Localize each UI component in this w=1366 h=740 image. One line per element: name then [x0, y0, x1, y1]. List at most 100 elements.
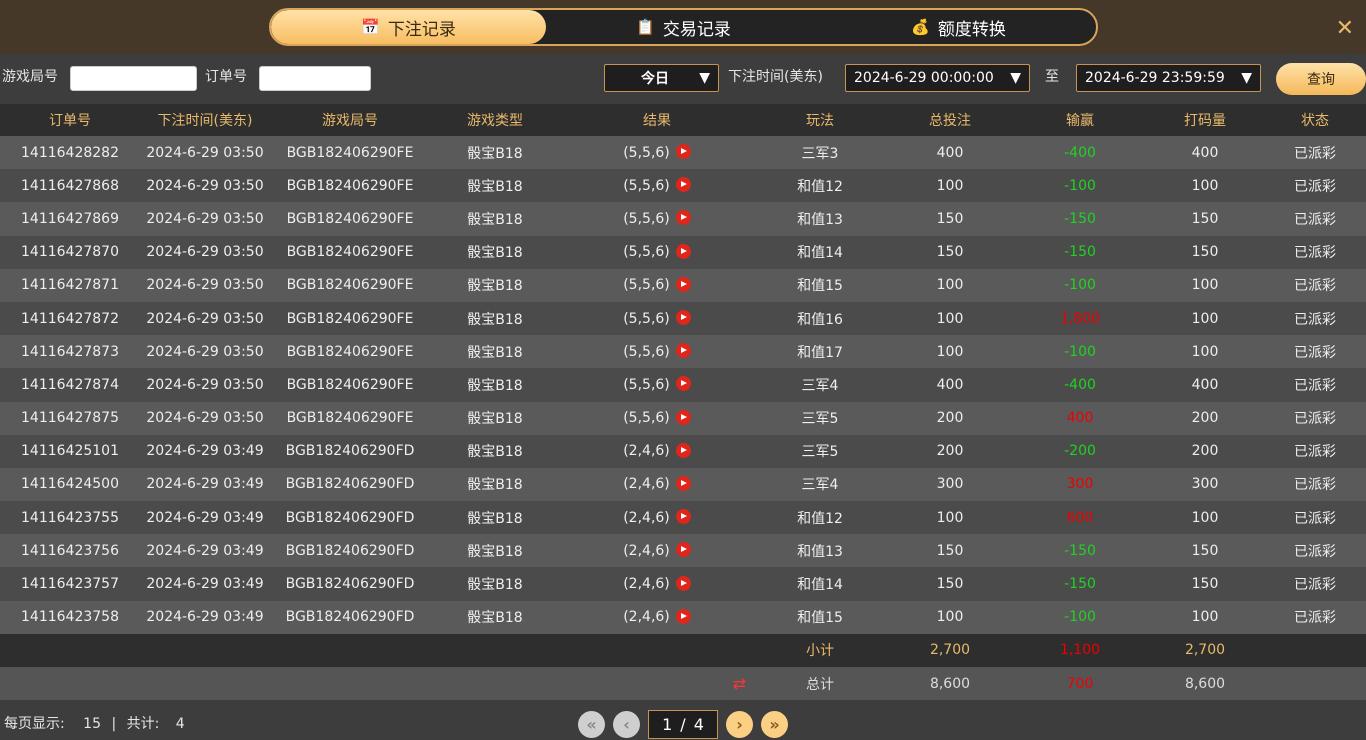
cell-text: 14116424500 [21, 476, 119, 493]
cell-2: BGB182406290FE [270, 169, 430, 203]
cell-text: 100 [1191, 177, 1219, 194]
cell-8: 200 [1146, 401, 1264, 435]
table-row[interactable]: 14116424500 2024-6-29 03:49 BGB182406290FD… [0, 467, 1366, 502]
play-replay-icon[interactable] [675, 177, 691, 193]
cell-text: 100 [936, 277, 964, 294]
next-page-button[interactable]: › [726, 711, 753, 738]
table-row[interactable]: 14116423758 2024-6-29 03:49 BGB182406290FD… [0, 600, 1366, 634]
cell-3: 骰宝B18 [430, 567, 560, 601]
cell-2: BGB182406290FD [270, 600, 430, 634]
play-replay-icon[interactable] [675, 409, 691, 425]
cell-text: 已派彩 [1294, 211, 1336, 228]
column-header: 游戏局号 [270, 104, 430, 136]
cell-5: 和值14 [754, 235, 886, 269]
cell-text: 已派彩 [1294, 444, 1336, 461]
play-replay-icon[interactable] [675, 442, 691, 458]
cell-text: 已派彩 [1294, 610, 1336, 627]
clipboard-icon: 📋 [636, 18, 655, 36]
start-time-select[interactable]: 2024-6-29 00:00:00 ▼ [845, 64, 1030, 92]
cell-9: 已派彩 [1264, 567, 1366, 601]
play-replay-icon[interactable] [675, 276, 691, 292]
play-replay-icon[interactable] [675, 575, 691, 591]
table-row[interactable]: 14116427870 2024-6-29 03:50 BGB182406290FE… [0, 235, 1366, 269]
column-header: 状态 [1264, 104, 1366, 136]
cell-3: 骰宝B18 [430, 235, 560, 269]
play-replay-icon[interactable] [675, 542, 691, 558]
cell-2: BGB182406290FE [270, 368, 430, 402]
cell-text: 三军5 [801, 411, 839, 428]
last-page-button[interactable]: » [761, 711, 788, 738]
cell-text: 100 [936, 609, 964, 626]
cell-text: 14116423755 [21, 509, 119, 526]
tab-2[interactable]: 💰 额度转换 [821, 10, 1096, 44]
cell-text: 150 [1191, 244, 1219, 261]
cell-text: 骰宝B18 [467, 510, 523, 527]
cell-text: -200 [1064, 443, 1096, 460]
cell-1: 2024-6-29 03:49 [140, 567, 270, 601]
table-row[interactable]: 14116427868 2024-6-29 03:50 BGB182406290FE… [0, 169, 1366, 203]
query-button[interactable]: 查询 [1276, 63, 1366, 95]
cell-text: 骰宝B18 [467, 610, 523, 627]
cell-text: 100 [1191, 609, 1219, 626]
play-replay-icon[interactable] [675, 310, 691, 326]
refresh-icon[interactable]: ⇄ [732, 674, 746, 694]
table-row[interactable]: 14116423756 2024-6-29 03:49 BGB182406290FD… [0, 534, 1366, 568]
table-row[interactable]: 14116427871 2024-6-29 03:50 BGB182406290FE… [0, 268, 1366, 302]
subtotal-row: 小计 2,700 1,100 2,700 [0, 633, 1366, 667]
cell-5: 和值14 [754, 567, 886, 601]
table-row[interactable]: 14116428282 2024-6-29 03:50 BGB182406290FE… [0, 136, 1366, 170]
end-time-select[interactable]: 2024-6-29 23:59:59 ▼ [1076, 64, 1261, 92]
table-row[interactable]: 14116427875 2024-6-29 03:50 BGB182406290FE… [0, 401, 1366, 435]
play-replay-icon[interactable] [675, 243, 691, 259]
cell-1: 2024-6-29 03:50 [140, 169, 270, 203]
cell-text: BGB182406290FD [285, 509, 415, 526]
tab-1[interactable]: 📋 交易记录 [546, 10, 821, 44]
play-replay-icon[interactable] [675, 210, 691, 226]
cell-text: 600 [1066, 509, 1094, 526]
table-row[interactable]: 14116427874 2024-6-29 03:50 BGB182406290FE… [0, 368, 1366, 402]
game-round-input[interactable] [70, 66, 197, 91]
cell-text: 2024-6-29 03:49 [146, 443, 264, 460]
column-header: 结果 [560, 104, 754, 136]
cell-text: 14116427870 [21, 244, 119, 261]
cell-text: 三军5 [801, 444, 839, 461]
table-row[interactable]: 14116423757 2024-6-29 03:49 BGB182406290FD… [0, 567, 1366, 601]
cell-text: 骰宝B18 [467, 543, 523, 560]
close-button[interactable]: ✕ [1335, 16, 1354, 41]
cell-text: 已派彩 [1294, 510, 1336, 527]
cell-3: 骰宝B18 [430, 467, 560, 502]
play-replay-icon[interactable] [675, 144, 691, 160]
cell-7: 1,800 [1014, 301, 1146, 336]
table-row[interactable]: 14116427873 2024-6-29 03:50 BGB182406290FE… [0, 335, 1366, 369]
cell-text: 已派彩 [1294, 577, 1336, 594]
cell-text: (5,5,6) [623, 410, 670, 427]
play-replay-icon[interactable] [675, 509, 691, 525]
play-replay-icon[interactable] [675, 475, 691, 491]
cell-9: 已派彩 [1264, 335, 1366, 369]
cell-6: 400 [886, 368, 1014, 402]
filter-bar: 游戏局号 订单号 今日 ▼ 下注时间(美东) 2024-6-29 00:00:00… [0, 62, 1366, 95]
cell-text: 150 [936, 542, 964, 559]
play-replay-icon[interactable] [675, 376, 691, 392]
play-replay-icon[interactable] [675, 343, 691, 359]
cell-8: 200 [1146, 434, 1264, 468]
prev-page-button[interactable]: ‹ [613, 711, 640, 738]
table-row[interactable]: 14116425101 2024-6-29 03:49 BGB182406290FD… [0, 434, 1366, 468]
page-indicator[interactable]: 1 / 4 [648, 710, 718, 739]
cell-text: 100 [1191, 343, 1219, 360]
table-row[interactable]: 14116427872 2024-6-29 03:50 BGB182406290FE… [0, 301, 1366, 336]
cell-0: 14116423755 [0, 501, 140, 535]
table-row[interactable]: 14116427869 2024-6-29 03:50 BGB182406290FE… [0, 202, 1366, 236]
table-row[interactable]: 14116423755 2024-6-29 03:49 BGB182406290FD… [0, 501, 1366, 535]
cell-9: 已派彩 [1264, 434, 1366, 468]
period-select[interactable]: 今日 ▼ [604, 64, 719, 92]
cell-8: 400 [1146, 368, 1264, 402]
cell-1: 2024-6-29 03:50 [140, 368, 270, 402]
tab-0[interactable]: 📅 下注记录 [271, 10, 546, 44]
cell-7: -150 [1014, 235, 1146, 269]
first-page-button[interactable]: « [578, 711, 605, 738]
play-replay-icon[interactable] [675, 608, 691, 624]
order-input[interactable] [259, 66, 371, 91]
cell-text: 骰宝B18 [467, 245, 523, 262]
cell-3: 骰宝B18 [430, 501, 560, 535]
